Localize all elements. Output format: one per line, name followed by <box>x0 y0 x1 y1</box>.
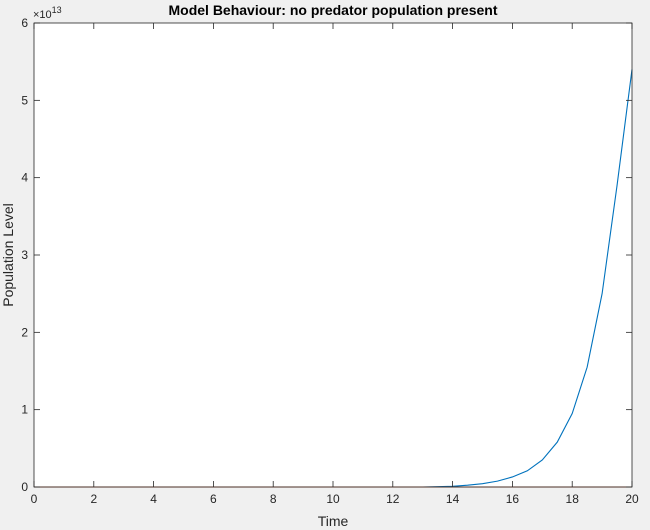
y-tick-label-3: 3 <box>21 248 28 262</box>
y-axis-label: Population Level <box>0 203 16 307</box>
x-tick-label-2: 2 <box>90 492 97 506</box>
chart-title: Model Behaviour: no predator population … <box>168 2 497 18</box>
y-tick-label-0: 0 <box>21 480 28 494</box>
plot-area <box>34 23 632 487</box>
y-tick-label-4: 4 <box>21 171 28 185</box>
x-tick-label-0: 0 <box>31 492 38 506</box>
x-tick-label-16: 16 <box>506 492 520 506</box>
x-tick-label-14: 14 <box>446 492 460 506</box>
y-axis-exponent-power: 13 <box>52 5 62 15</box>
x-tick-label-12: 12 <box>386 492 400 506</box>
x-tick-label-8: 8 <box>270 492 277 506</box>
y-tick-label-1: 1 <box>21 403 28 417</box>
y-tick-label-2: 2 <box>21 325 28 339</box>
x-axis-label: Time <box>318 513 349 529</box>
x-tick-label-20: 20 <box>625 492 639 506</box>
y-axis-exponent-base: ×10 <box>33 9 52 21</box>
y-tick-label-6: 6 <box>21 16 28 30</box>
x-tick-label-10: 10 <box>326 492 340 506</box>
x-tick-label-6: 6 <box>210 492 217 506</box>
y-axis-exponent: ×1013 <box>33 5 62 21</box>
y-tick-label-5: 5 <box>21 93 28 107</box>
x-tick-label-4: 4 <box>150 492 157 506</box>
x-tick-label-18: 18 <box>566 492 580 506</box>
